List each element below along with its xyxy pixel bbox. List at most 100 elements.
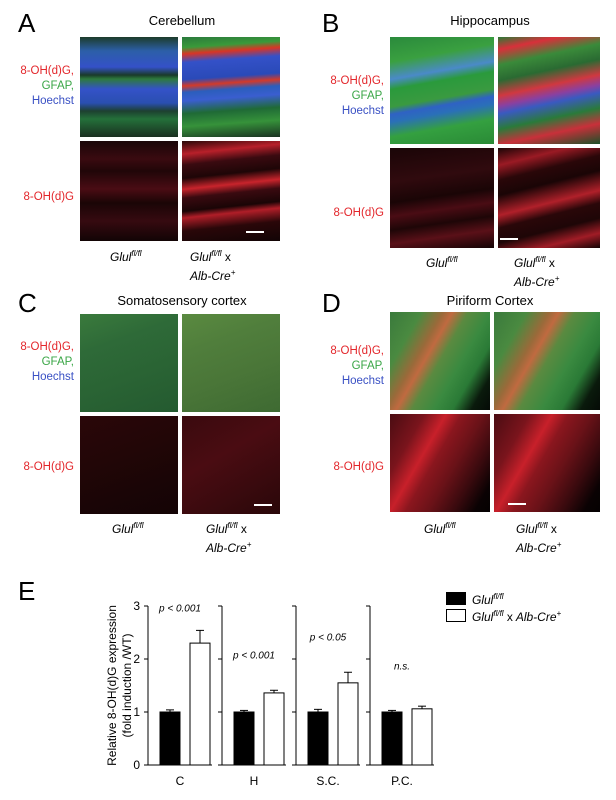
panel-d-control-marker-image (390, 414, 490, 512)
genotype-base: Glul (190, 250, 212, 264)
category-label: C (176, 774, 185, 788)
legend-swatch-control (446, 592, 466, 605)
panel-b-control-genotype: Glulfl/fl (426, 252, 458, 271)
legend-item-ko: Glulfl/fl x Alb-Cre+ (446, 607, 561, 624)
genotype-cre: Alb-Cre (206, 541, 247, 555)
y-axis-label-line: Relative 8-OH(d)G expression (105, 605, 119, 766)
panel-a-control-marker-image (80, 141, 178, 241)
bar-ko (411, 708, 433, 766)
genotype-cre: Alb-Cre (516, 541, 557, 555)
panel-c-control-merge-image (80, 314, 178, 412)
genotype-base: Glul (514, 256, 536, 270)
panel-a-merge-channels: 8-OH(d)G, GFAP, Hoechst (0, 64, 74, 109)
genotype-sup: fl/fl (537, 521, 548, 530)
genotype-cre: Alb-Cre (190, 269, 231, 283)
bar-chart: Relative 8-OH(d)G expression (fold induct… (105, 599, 434, 788)
panel-b-scale-bar (500, 238, 518, 240)
panel-b-control-merge-image (390, 37, 494, 144)
genotype-base: Glul (516, 522, 538, 536)
genotype-sup: fl/fl (133, 521, 144, 530)
panel-c-merge-channels: 8-OH(d)G, GFAP, Hoechst (0, 340, 74, 385)
y-tick-label: 0 (133, 758, 140, 772)
genotype-cre: Alb-Cre (514, 275, 555, 289)
category-label: H (250, 774, 259, 788)
p-value-annotation: p < 0.001 (232, 650, 275, 661)
legend-item-control: Glulfl/fl (446, 590, 561, 607)
hoechst-channel-label: Hoechst (341, 105, 384, 117)
bar-ko (189, 642, 211, 766)
genotype-cre-sup: + (230, 268, 236, 277)
hoechst-channel-label: Hoechst (341, 375, 384, 387)
p-value-annotation: n.s. (394, 662, 410, 673)
gfap-channel-label: GFAP, (41, 80, 74, 92)
genotype-x: x (221, 250, 231, 264)
panel-d-merge-channels: 8-OH(d)G, GFAP, Hoechst (310, 344, 384, 389)
panel-d-label: D (322, 288, 341, 318)
hoechst-channel-label: Hoechst (31, 95, 74, 107)
panel-b-title: Hippocampus (450, 13, 530, 28)
legend-label-ko: Glulfl/fl x Alb-Cre+ (472, 609, 562, 624)
y-tick-label: 1 (133, 705, 140, 719)
genotype-sup: fl/fl (131, 249, 142, 258)
gfap-channel-label: GFAP, (351, 360, 384, 372)
genotype-base: Glul (206, 522, 228, 536)
panel-a-ko-marker-image (182, 141, 280, 241)
genotype-x: x (545, 256, 555, 270)
panel-b-marker-label: 8-OH(d)G (333, 207, 384, 219)
category-label: P.C. (391, 774, 413, 788)
genotype-sup: fl/fl (211, 249, 222, 258)
bar-ko (337, 682, 359, 766)
genotype-sup: fl/fl (535, 255, 546, 264)
marker-channel-label: 8-OH(d)G, (330, 345, 384, 357)
panel-b-ko-marker-image (498, 148, 600, 248)
gfap-channel-label: GFAP, (351, 90, 384, 102)
category-label: S.C. (316, 774, 339, 788)
bar-control (381, 711, 403, 766)
panel-b-ko-merge-image (498, 37, 600, 144)
panel-d-ko-merge-image (494, 312, 600, 410)
panel-b-label: B (322, 8, 340, 38)
hoechst-channel-label: Hoechst (31, 371, 74, 383)
p-value-annotation: p < 0.05 (309, 632, 347, 643)
panel-d-scale-bar (508, 503, 526, 505)
bar-control (307, 711, 329, 766)
panel-d-marker-label: 8-OH(d)G (333, 461, 384, 473)
panel-e-label: E (18, 576, 36, 606)
y-tick-label: 2 (133, 652, 140, 666)
panel-d-ko-marker-image (494, 414, 600, 512)
legend-swatch-ko (446, 609, 466, 622)
panel-b-ko-genotype: Glulfl/fl x Alb-Cre+ (514, 252, 559, 290)
genotype-sup: fl/fl (445, 521, 456, 530)
panel-c-ko-marker-image (182, 416, 280, 514)
panel-a-ko-genotype: Glulfl/fl x Alb-Cre+ (190, 246, 235, 284)
panel-a-control-merge-image (80, 37, 178, 137)
panel-a-title: Cerebellum (148, 13, 216, 28)
marker-channel-label: 8-OH(d)G, (20, 65, 74, 77)
panel-c-title: Somatosensory cortex (117, 293, 247, 308)
genotype-sup: fl/fl (447, 255, 458, 264)
panel-d-control-merge-image (390, 312, 490, 410)
panel-a-ko-merge-image (182, 37, 280, 137)
marker-channel-label: 8-OH(d)G, (330, 75, 384, 87)
genotype-cre-sup: + (246, 540, 252, 549)
panel-a-marker-label: 8-OH(d)G (23, 191, 74, 203)
panel-c-ko-merge-image (182, 314, 280, 412)
bar-ko (263, 692, 285, 766)
gfap-channel-label: GFAP, (41, 356, 74, 368)
panel-a-control-genotype: Glulfl/fl (110, 246, 142, 265)
y-axis-label-line: (fold induction /WT) (120, 633, 134, 737)
genotype-base: Glul (424, 522, 446, 536)
genotype-base: Glul (110, 250, 132, 264)
genotype-base: Glul (426, 256, 448, 270)
panel-c-control-marker-image (80, 416, 178, 514)
panel-d-ko-genotype: Glulfl/fl x Alb-Cre+ (516, 518, 561, 556)
panel-c-ko-genotype: Glulfl/fl x Alb-Cre+ (206, 518, 251, 556)
genotype-sup: fl/fl (227, 521, 238, 530)
panel-c-marker-label: 8-OH(d)G (23, 461, 74, 473)
panel-a-label: A (18, 8, 36, 38)
panel-c-scale-bar (254, 504, 272, 506)
genotype-cre-sup: + (554, 274, 560, 283)
panel-c-label: C (18, 288, 37, 318)
legend-label-control: Glulfl/fl (472, 592, 504, 607)
panel-d-title: Piriform Cortex (446, 293, 534, 308)
